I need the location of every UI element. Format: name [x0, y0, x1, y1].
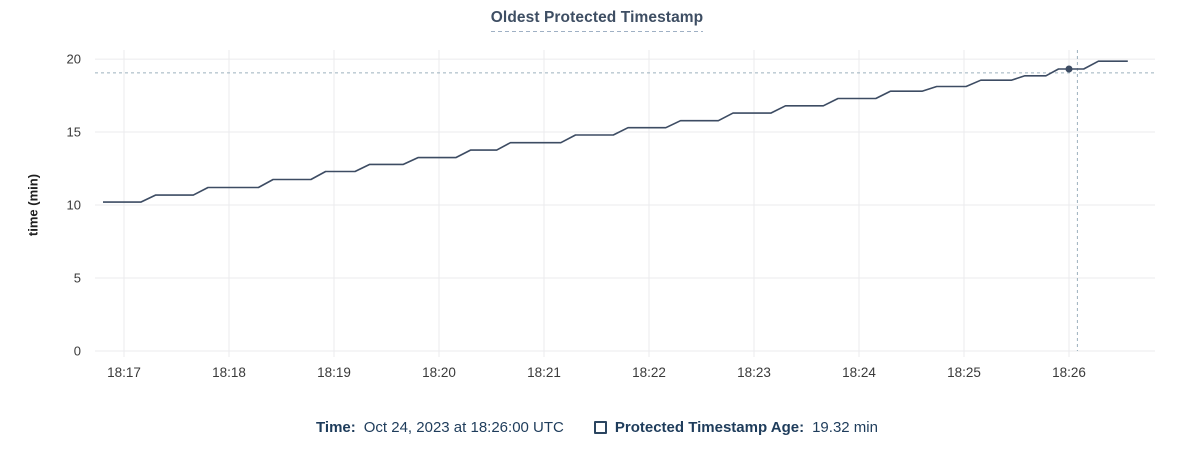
series-line	[103, 60, 1128, 203]
chart-header: Oldest Protected Timestamp	[0, 9, 1194, 32]
hover-point	[1065, 65, 1073, 73]
x-tick-label: 18:18	[212, 365, 246, 380]
y-tick-label: 0	[74, 344, 81, 359]
legend-time-value: Oct 24, 2023 at 18:26:00 UTC	[363, 419, 564, 436]
chart-title[interactable]: Oldest Protected Timestamp	[490, 9, 704, 32]
y-axis-title: time (min)	[25, 173, 41, 237]
x-tick-label: 18:19	[317, 365, 351, 380]
x-tick-label: 18:21	[527, 365, 561, 380]
x-tick-label: 18:26	[1052, 365, 1086, 380]
y-tick-label: 5	[74, 271, 81, 286]
legend-series-toggle[interactable]: Protected Timestamp Age: 19.32 min	[593, 419, 878, 436]
y-tick-label: 15	[67, 125, 81, 140]
legend-time: Time: Oct 24, 2023 at 18:26:00 UTC	[316, 419, 564, 436]
x-tick-label: 18:24	[842, 365, 876, 380]
x-tick-label: 18:20	[422, 365, 456, 380]
legend: Time: Oct 24, 2023 at 18:26:00 UTC Prote…	[0, 419, 1194, 436]
legend-time-label: Time:	[316, 419, 356, 436]
x-tick-label: 18:22	[632, 365, 666, 380]
legend-series-label: Protected Timestamp Age:	[614, 419, 805, 436]
x-tick-label: 18:23	[737, 365, 771, 380]
series-checkbox[interactable]	[593, 421, 607, 434]
y-tick-label: 10	[67, 198, 81, 213]
x-tick-label: 18:25	[947, 365, 981, 380]
x-tick-label: 18:17	[107, 365, 141, 380]
y-tick-label: 20	[67, 52, 81, 67]
legend-series-value: 19.32 min	[812, 419, 878, 436]
